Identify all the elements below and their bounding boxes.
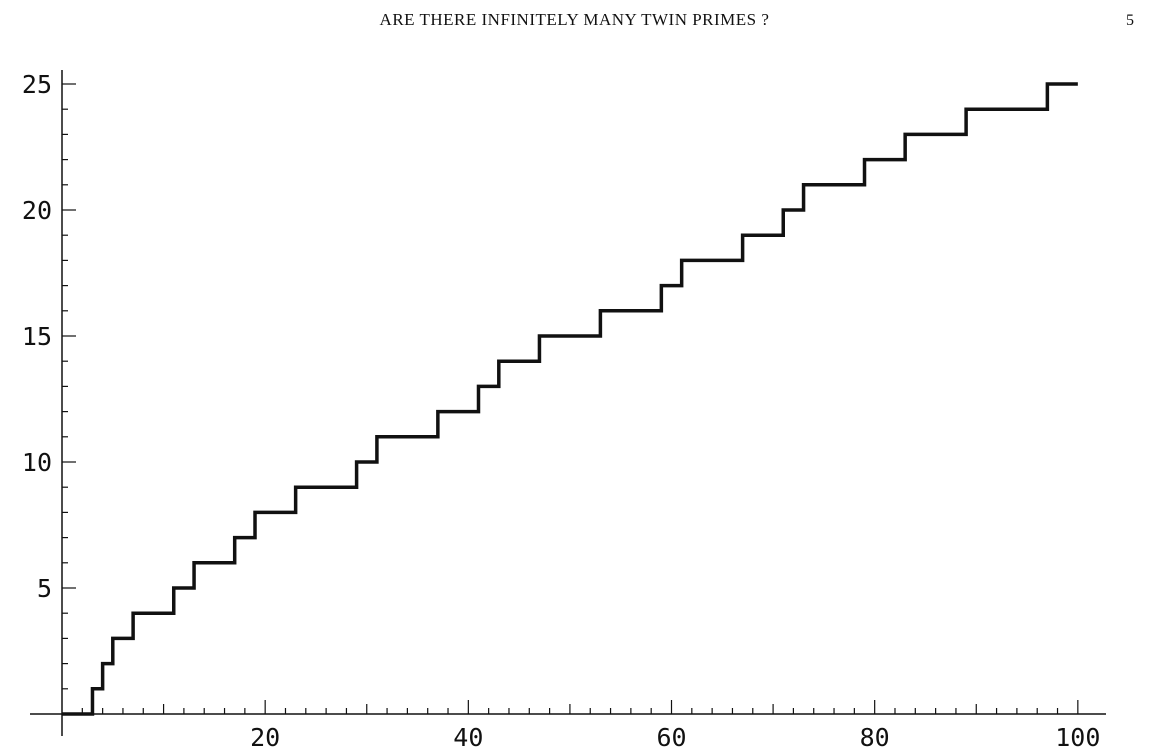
- x-tick-label: 100: [1055, 723, 1100, 752]
- chart-ticks: [62, 83, 1079, 714]
- chart-tick-labels: 20 40 60 80 100 5 10 15 20 25: [22, 70, 1101, 752]
- page-number: 5: [1126, 12, 1134, 29]
- y-tick-label: 5: [37, 574, 52, 603]
- step-series-line: [62, 82, 1078, 716]
- x-tick-label: 80: [860, 723, 890, 752]
- y-tick-label: 25: [22, 70, 52, 99]
- chart-axes: [30, 70, 1106, 736]
- x-tick-label: 20: [250, 723, 280, 752]
- x-tick-label: 60: [656, 723, 686, 752]
- y-tick-label: 15: [22, 322, 52, 351]
- y-tick-label: 10: [22, 448, 52, 477]
- y-tick-label: 20: [22, 196, 52, 225]
- x-tick-label: 40: [453, 723, 483, 752]
- running-head: ARE THERE INFINITELY MANY TWIN PRIMES ?: [379, 10, 770, 29]
- chart-series: [62, 82, 1078, 716]
